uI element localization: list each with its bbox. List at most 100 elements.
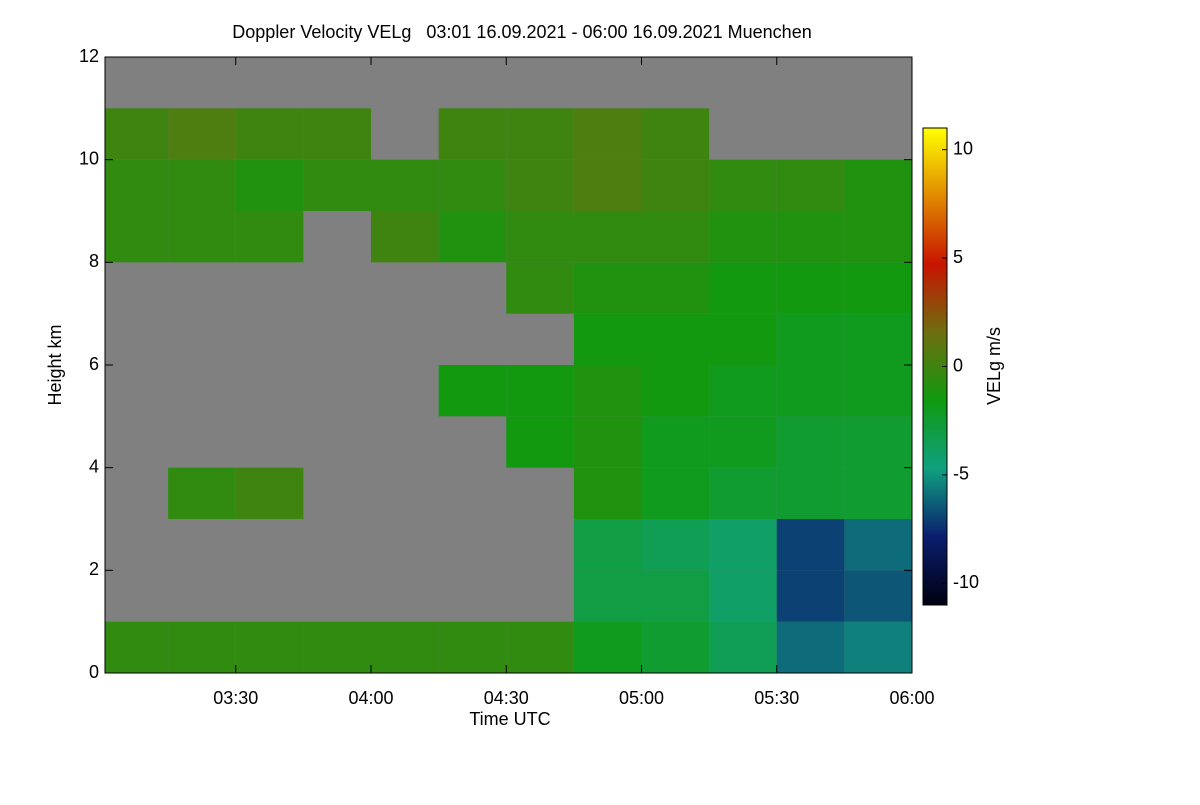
- y-axis-label: Height km: [45, 324, 65, 405]
- heatmap-cell: [709, 262, 777, 314]
- heatmap-cell: [844, 519, 912, 571]
- heatmap-cell: [573, 416, 642, 468]
- heatmap-cell: [168, 621, 236, 673]
- heatmap-cell: [573, 211, 642, 263]
- y-tick-label: 12: [79, 46, 99, 66]
- y-tick-label: 6: [89, 354, 99, 374]
- heatmap-cell: [235, 467, 304, 519]
- x-tick-label: 04:00: [348, 688, 393, 708]
- heatmap-cell: [776, 416, 845, 468]
- x-tick-label: 05:00: [619, 688, 664, 708]
- heatmap-cell: [776, 570, 845, 622]
- heatmap-cell: [506, 211, 574, 263]
- heatmap-cell: [641, 519, 710, 571]
- heatmap-cell: [776, 467, 845, 519]
- heatmap-cell: [641, 365, 710, 417]
- heatmap-cell: [709, 519, 777, 571]
- x-tick-label: 06:00: [889, 688, 934, 708]
- heatmap-cell: [641, 211, 710, 263]
- heatmap-cell: [438, 621, 507, 673]
- heatmap-cell: [303, 621, 371, 673]
- y-tick-label: 0: [89, 662, 99, 682]
- heatmap-cell: [844, 621, 912, 673]
- heatmap-cell: [573, 467, 642, 519]
- heatmap-cell: [370, 211, 439, 263]
- heatmap-cell: [573, 262, 642, 314]
- heatmap-cell: [844, 416, 912, 468]
- heatmap-cell: [235, 621, 304, 673]
- x-tick-label: 03:30: [213, 688, 258, 708]
- heatmap-cell: [168, 159, 236, 211]
- heatmap-cell: [641, 262, 710, 314]
- heatmap-cell: [844, 365, 912, 417]
- y-tick-label: 8: [89, 251, 99, 271]
- heatmap-cell: [641, 467, 710, 519]
- heatmap-cell: [235, 211, 304, 263]
- heatmap-cell: [370, 159, 439, 211]
- heatmap-cell: [168, 108, 236, 160]
- x-tick-label: 04:30: [484, 688, 529, 708]
- heatmap-cell: [844, 467, 912, 519]
- heatmap-cell: [573, 621, 642, 673]
- heatmap-cell: [573, 570, 642, 622]
- heatmap-cell: [844, 211, 912, 263]
- heatmap-cell: [776, 365, 845, 417]
- heatmap-cell: [573, 313, 642, 365]
- heatmap-cell: [105, 621, 169, 673]
- x-axis-label: Time UTC: [469, 709, 550, 729]
- heatmap-cell: [776, 211, 845, 263]
- y-tick-label: 4: [89, 456, 99, 476]
- heatmap-cell: [641, 621, 710, 673]
- heatmap-cell: [709, 365, 777, 417]
- heatmap-cell: [776, 519, 845, 571]
- colorbar-label: VELg m/s: [984, 327, 1004, 405]
- heatmap-cell: [641, 313, 710, 365]
- heatmap-cell: [709, 570, 777, 622]
- heatmap-cell: [573, 159, 642, 211]
- heatmap-cell: [844, 159, 912, 211]
- heatmap-cell: [776, 159, 845, 211]
- heatmap-cell: [844, 262, 912, 314]
- heatmap-cell: [506, 159, 574, 211]
- heatmap-cell: [506, 365, 574, 417]
- heatmap-cell: [168, 211, 236, 263]
- x-tick-label: 05:30: [754, 688, 799, 708]
- heatmap-cell: [235, 108, 304, 160]
- heatmap-cell: [709, 159, 777, 211]
- heatmap-cell: [776, 621, 845, 673]
- heatmap-cell: [168, 467, 236, 519]
- heatmap-cell: [573, 365, 642, 417]
- chart-title: Doppler Velocity VELg 03:01 16.09.2021 -…: [232, 22, 811, 42]
- heatmap-cell: [303, 108, 371, 160]
- heatmap-cell: [235, 159, 304, 211]
- heatmap-cell: [105, 159, 169, 211]
- heatmap-cell: [709, 416, 777, 468]
- y-tick-label: 10: [79, 148, 99, 168]
- heatmap-cell: [844, 313, 912, 365]
- heatmap-cell: [506, 416, 574, 468]
- heatmap-cell: [438, 159, 507, 211]
- colorbar-tick-label: 0: [953, 355, 963, 375]
- colorbar-tick-label: 10: [953, 138, 973, 158]
- heatmap-cell: [370, 621, 439, 673]
- heatmap-cell: [641, 159, 710, 211]
- colorbar-tick-label: 5: [953, 247, 963, 267]
- colorbar-tick-label: -5: [953, 464, 969, 484]
- heatmap-cell: [438, 211, 507, 263]
- heatmap-cell: [573, 519, 642, 571]
- heatmap-cell: [105, 211, 169, 263]
- heatmap-cell: [105, 108, 169, 160]
- heatmap-cell: [709, 313, 777, 365]
- heatmap-cell: [641, 416, 710, 468]
- heatmap-cell: [709, 621, 777, 673]
- heatmap-cell: [776, 262, 845, 314]
- heatmap-cell: [573, 108, 642, 160]
- heatmap-cell: [506, 621, 574, 673]
- heatmap-cell: [641, 108, 710, 160]
- heatmap-cell: [844, 570, 912, 622]
- heatmap-cell: [438, 365, 507, 417]
- heatmap-cell: [776, 313, 845, 365]
- heatmap-cell: [506, 108, 574, 160]
- heatmap-cell: [641, 570, 710, 622]
